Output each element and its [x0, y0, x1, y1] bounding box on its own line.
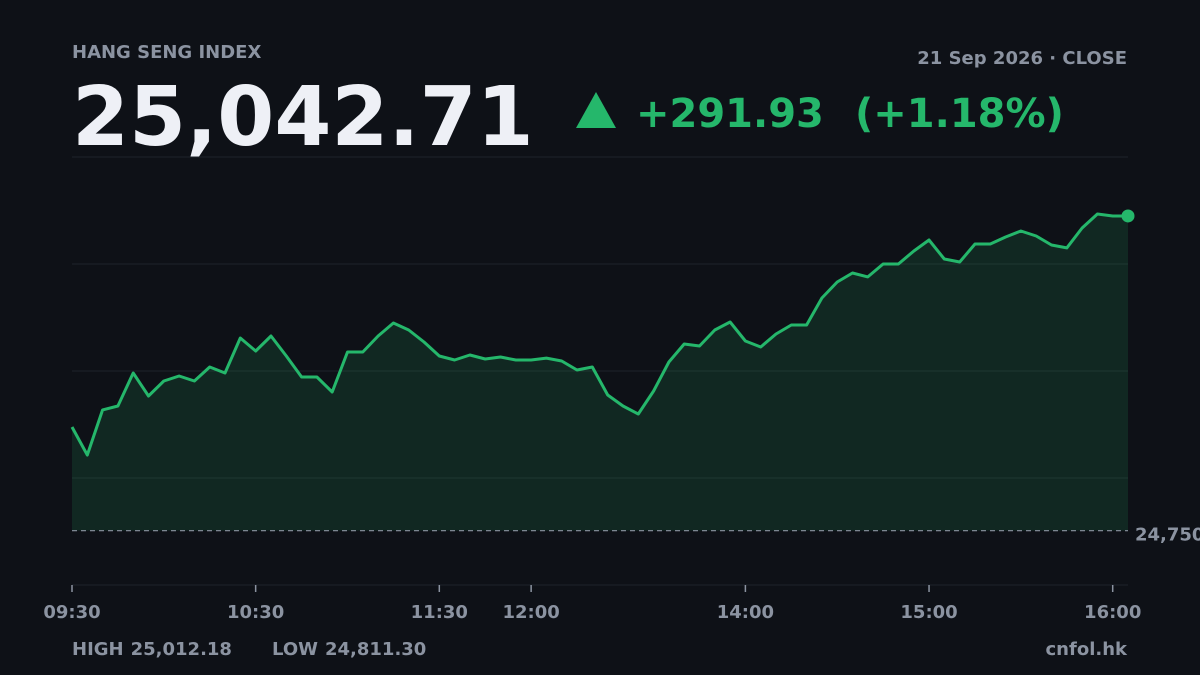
reference-label: 24,750.78: [1135, 525, 1200, 546]
x-tick-label: 14:00: [717, 602, 774, 623]
x-tick-label: 12:00: [502, 602, 559, 623]
x-tick-label: 11:30: [411, 602, 468, 623]
x-tick-label: 09:30: [43, 602, 100, 623]
last-price: 25,042.71: [72, 70, 534, 165]
area-fill: [72, 214, 1128, 531]
price-line: [70, 212, 1128, 457]
source: cnfol.hk: [1046, 639, 1129, 660]
stat-name: LOW: [272, 639, 318, 660]
stat-value: 25,012.18: [131, 639, 232, 660]
change: +291.93: [636, 91, 824, 137]
last-point: [1121, 209, 1135, 223]
up-arrow: [576, 92, 616, 128]
x-tick-label: 15:00: [900, 602, 957, 623]
stat-name: HIGH: [72, 639, 124, 660]
index-title: HANG SENG INDEX: [72, 42, 261, 63]
x-tick-label: 10:30: [227, 602, 284, 623]
change-percent: (+1.18%): [855, 91, 1064, 137]
stat: LOW 24,811.30: [272, 639, 426, 660]
date-label: 21 Sep 2026 · CLOSE: [917, 48, 1127, 69]
stat-value: 24,811.30: [325, 639, 426, 660]
x-tick-label: 16:00: [1084, 602, 1141, 623]
stat: HIGH 25,012.18: [72, 639, 232, 660]
